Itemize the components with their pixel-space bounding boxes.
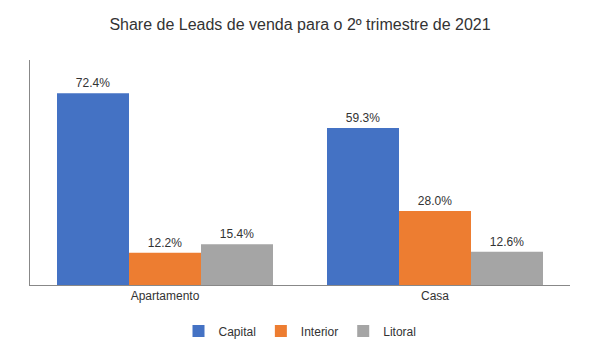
svg-text:15.4%: 15.4% [220,227,254,241]
svg-text:28.0%: 28.0% [418,194,452,208]
svg-text:Casa: Casa [421,289,449,303]
svg-text:12.6%: 12.6% [490,235,524,249]
svg-text:Apartamento: Apartamento [131,289,200,303]
svg-text:Capital: Capital [219,325,256,339]
svg-text:Interior: Interior [301,325,338,339]
svg-text:59.3%: 59.3% [346,111,380,125]
svg-text:Share de Leads de venda para o: Share de Leads de venda para o 2º trimes… [109,16,490,33]
svg-text:12.2%: 12.2% [148,236,182,250]
svg-text:72.4%: 72.4% [76,76,110,90]
svg-text:Litoral: Litoral [383,325,416,339]
